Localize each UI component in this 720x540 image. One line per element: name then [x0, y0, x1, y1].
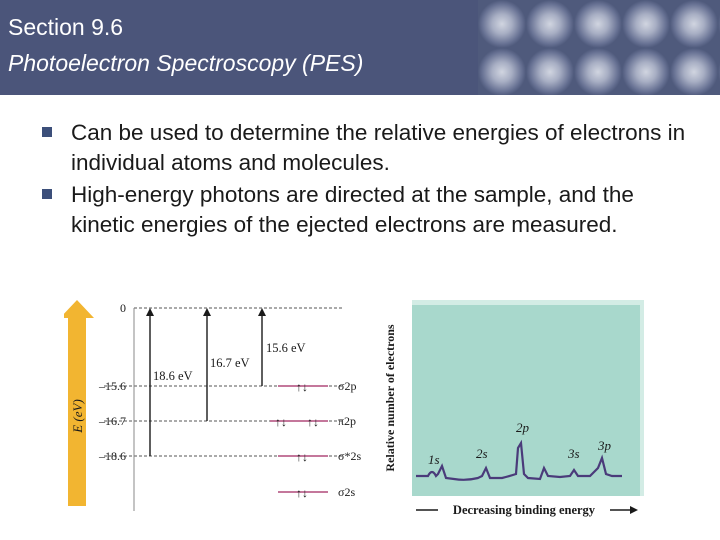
energy-axis-label: E (eV) [70, 399, 85, 434]
spectrum-panel-edge [640, 300, 644, 496]
orbital-label-sigma2s: σ2s [338, 485, 355, 499]
slide-title: Section 9.6 [8, 14, 124, 40]
bullet-item: Can be used to determine the relative en… [42, 118, 702, 178]
x-axis-arrow-icon [630, 506, 638, 514]
electron-pair-icon: ↑↓ [275, 415, 287, 429]
title-box: Section 9.6 Photoelectron Spectroscopy (… [0, 0, 478, 95]
bullet-text: High-energy photons are directed at the … [71, 182, 634, 237]
electron-pair-icon: ↑↓ [307, 415, 319, 429]
level-label-0: 0 [120, 301, 126, 315]
slide-subtitle: Photoelectron Spectroscopy (PES) [8, 50, 364, 76]
peak-label-2s: 2s [476, 446, 488, 461]
orbital-label-pi2p: π2p [338, 414, 356, 428]
spectrum-x-axis-label: Decreasing binding energy [453, 503, 596, 517]
slide-header: Section 9.6 Photoelectron Spectroscopy (… [0, 0, 720, 95]
arrowhead-15-6 [258, 308, 266, 316]
square-bullet-icon [42, 189, 52, 199]
transition-label-18-6: 18.6 eV [153, 369, 193, 383]
energy-level-diagram: E (eV) 0 –15.6 –16.7 –18.6 18.6 eV 16.7 … [64, 300, 361, 511]
level-label-16-7: –16.7 [98, 414, 126, 428]
energy-axis-arrow [64, 300, 94, 506]
level-label-18-6: –18.6 [98, 449, 126, 463]
square-bullet-icon [42, 127, 52, 137]
peak-label-1s: 1s [428, 452, 440, 467]
bullet-text: Can be used to determine the relative en… [71, 120, 686, 175]
electron-pair-icon: ↑↓ [296, 380, 308, 394]
bullet-list: Can be used to determine the relative en… [42, 118, 702, 242]
spectrum-y-axis-label: Relative number of electrons [383, 324, 397, 472]
spectrum-panel [412, 304, 640, 496]
peak-label-2p: 2p [516, 420, 530, 435]
level-label-15-6: –15.6 [98, 379, 126, 393]
electron-pair-icon: ↑↓ [296, 450, 308, 464]
electron-pair-icon: ↑↓ [296, 486, 308, 500]
transition-label-15-6: 15.6 eV [266, 341, 306, 355]
spectrum-trace [416, 439, 622, 481]
orbital-label-sigma2s-star: σ*2s [338, 449, 361, 463]
transition-label-16-7: 16.7 eV [210, 356, 250, 370]
bullet-item: High-energy photons are directed at the … [42, 180, 702, 240]
arrowhead-18-6 [146, 308, 154, 316]
pes-spectrum: Relative number of electrons 1s 2s 2p 3s… [383, 300, 644, 517]
spectrum-panel-edge [412, 300, 644, 305]
decorative-orb-pattern [478, 0, 720, 95]
orbital-label-sigma2p: σ2p [338, 379, 356, 393]
peak-label-3s: 3s [567, 446, 580, 461]
arrowhead-16-7 [203, 308, 211, 316]
peak-label-3p: 3p [597, 438, 612, 453]
